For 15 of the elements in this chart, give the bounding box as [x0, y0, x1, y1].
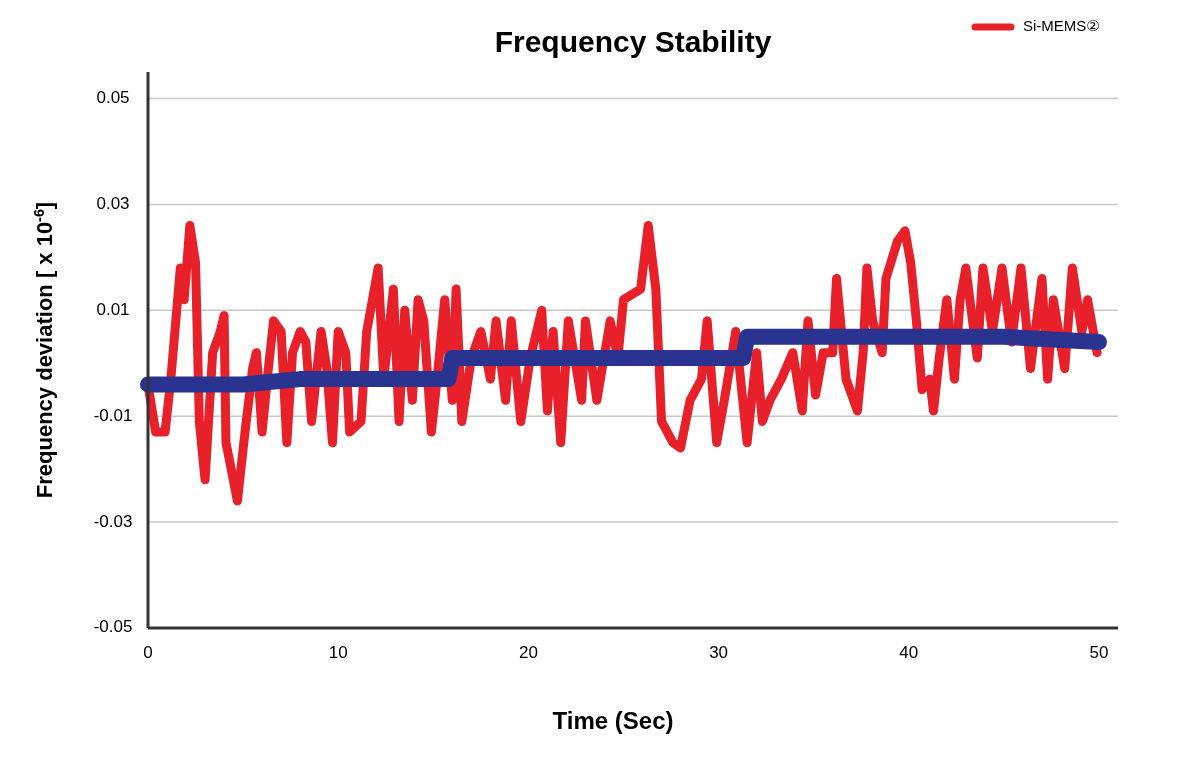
- legend-label: Si-MEMS②: [1023, 16, 1100, 34]
- y-tick-label: -0.01: [93, 405, 133, 425]
- y-tick-label: -0.05: [93, 617, 133, 637]
- x-tick-label: 10: [328, 643, 348, 662]
- x-axis-title: Time (Sec): [552, 707, 674, 734]
- chart-title: Frequency Stability: [494, 25, 772, 58]
- y-tick-label: 0.03: [96, 193, 130, 213]
- x-tick-label: 20: [518, 643, 538, 662]
- x-tick-label: 50: [1089, 643, 1109, 662]
- y-tick-label: 0.01: [96, 299, 130, 319]
- y-tick-label: 0.05: [96, 87, 130, 107]
- x-tick-label: 30: [709, 643, 729, 662]
- x-tick-label: 0: [143, 643, 153, 662]
- y-tick-label: -0.03: [93, 511, 133, 531]
- x-tick-label: 40: [899, 643, 919, 662]
